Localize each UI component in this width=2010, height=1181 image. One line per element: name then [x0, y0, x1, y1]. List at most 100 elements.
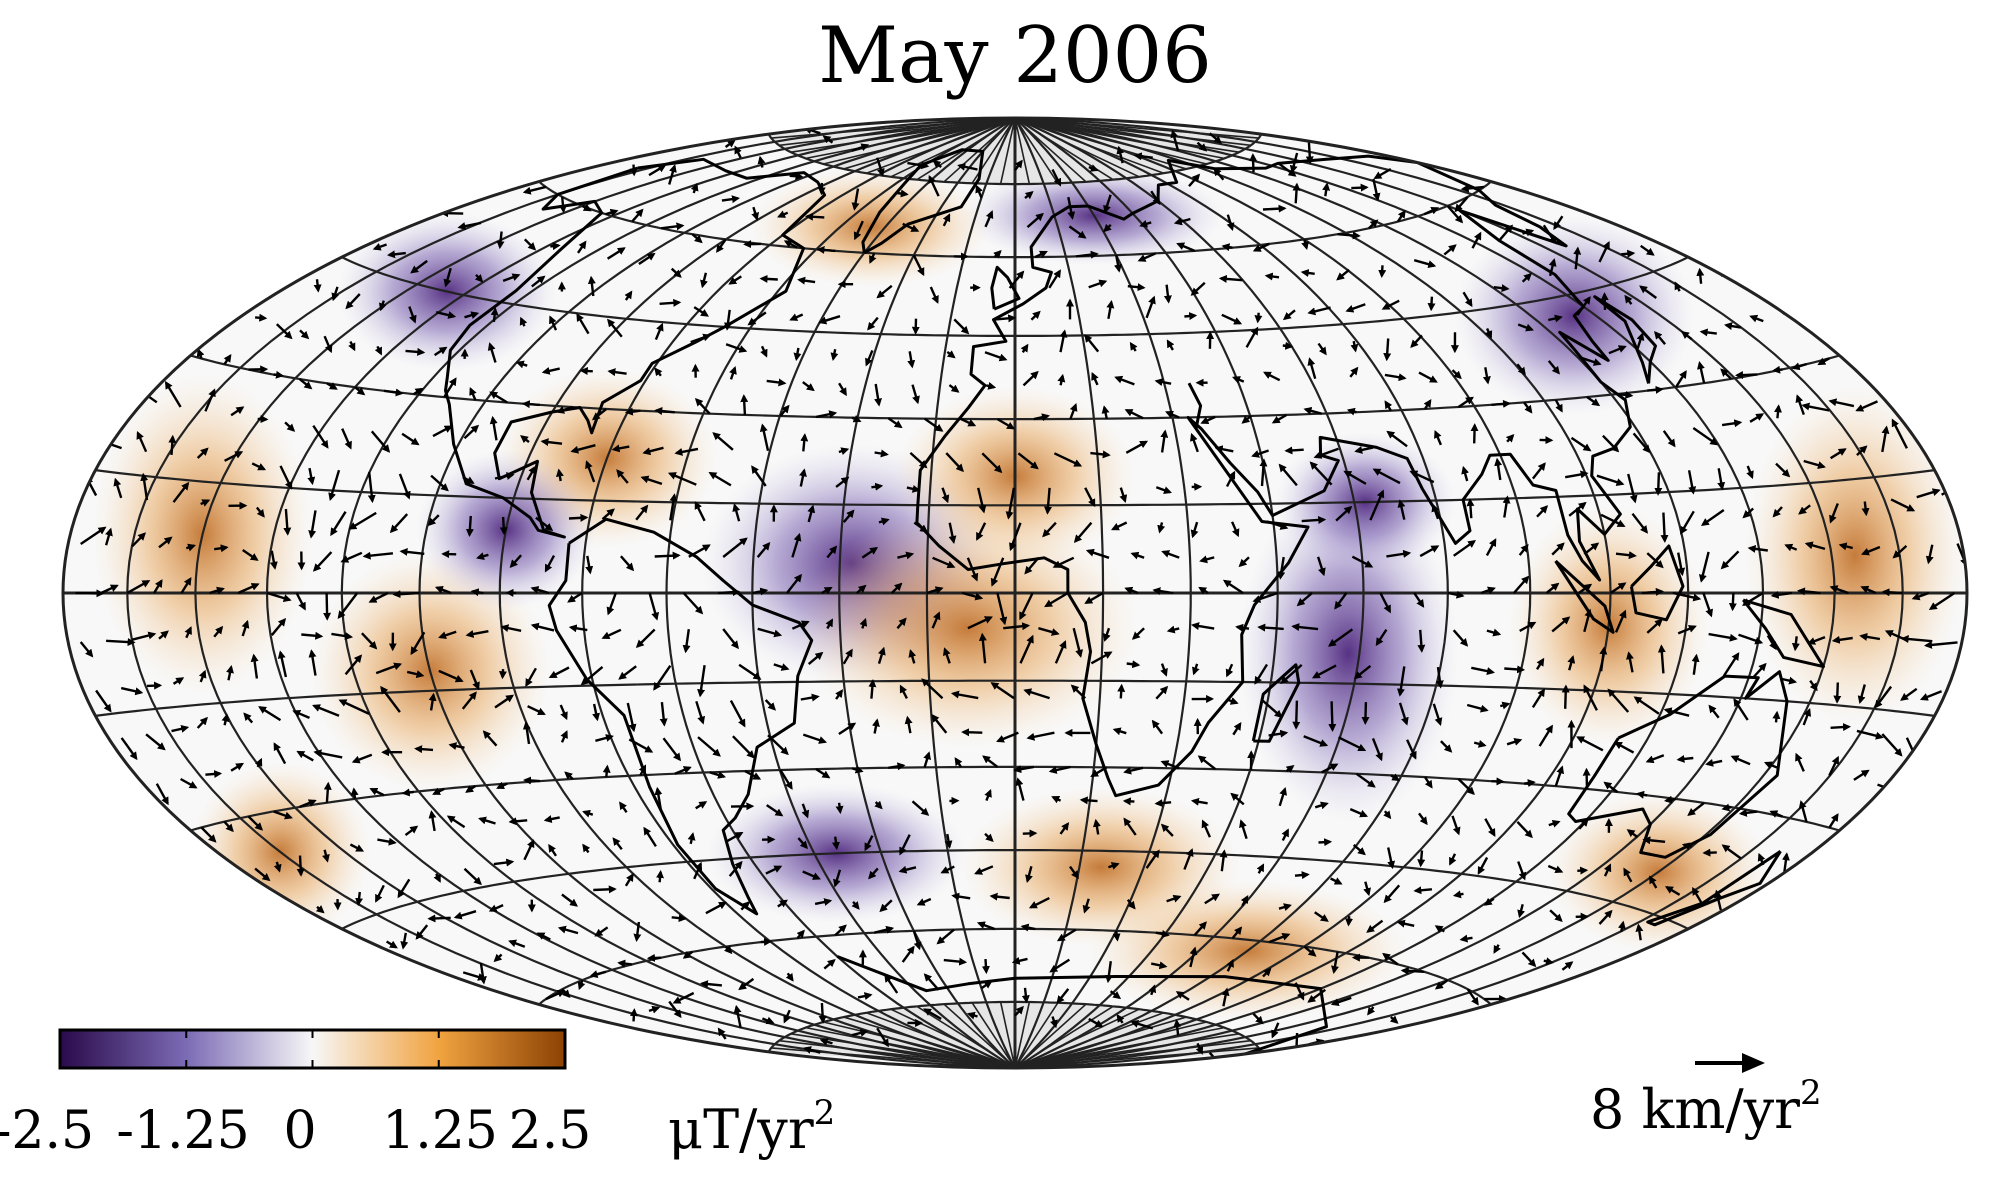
flow-arrow [833, 869, 842, 888]
flow-arrow [1303, 407, 1323, 415]
flow-arrow [591, 408, 608, 421]
flow-arrow [430, 474, 449, 492]
flow-arrow [1471, 231, 1482, 249]
flow-arrow [1738, 633, 1764, 645]
flow-arrow [499, 516, 508, 536]
cap-meridian [779, 118, 1016, 147]
flow-arrow [405, 347, 426, 356]
flow-arrow [646, 953, 662, 962]
flow-arrow [923, 417, 944, 432]
flow-arrow [349, 843, 365, 852]
flow-arrow [100, 584, 119, 595]
flow-arrow [1271, 1022, 1280, 1039]
flow-arrow [1049, 958, 1071, 973]
flow-arrow [908, 649, 917, 664]
flow-arrow [897, 551, 915, 560]
flow-arrow [254, 867, 271, 882]
coastline-borneo [1629, 544, 1685, 622]
flow-arrow [1278, 903, 1292, 911]
flow-arrow [1241, 415, 1252, 424]
flow-arrow [1763, 761, 1778, 769]
cap-meridian [1014, 1002, 1059, 1068]
flow-arrow [196, 348, 205, 359]
flow-arrow [654, 367, 663, 377]
flow-arrow [1150, 961, 1168, 970]
flow-arrow [1252, 1012, 1264, 1025]
flow-arrow [1801, 402, 1830, 412]
flow-arrow [1599, 646, 1608, 672]
colorbar-tick-label: -2.5 [0, 1101, 94, 1161]
flow-arrow [1423, 399, 1432, 410]
flow-arrow [1384, 400, 1393, 412]
flow-arrow [1067, 196, 1076, 220]
flow-arrow [1225, 470, 1236, 488]
flow-arrow [628, 738, 654, 753]
cap-meridian [779, 1039, 1016, 1068]
flow-arrow [799, 468, 807, 487]
flow-arrow [1432, 703, 1443, 727]
flow-arrow [1636, 332, 1645, 350]
coastline-japan [1593, 295, 1657, 384]
flow-arrow [522, 721, 531, 745]
flow-arrow [1517, 861, 1527, 881]
flow-arrow [1554, 765, 1564, 787]
flow-arrow [523, 238, 537, 251]
flow-arrow [1069, 403, 1078, 420]
flow-arrow [1434, 925, 1445, 933]
cap-meridian [771, 118, 1016, 139]
cap-meridian [971, 1002, 1016, 1068]
flow-arrow [1200, 415, 1216, 424]
flow-arrow [385, 940, 398, 949]
flow-arrow [996, 418, 1016, 430]
flow-arrow [1161, 550, 1180, 559]
flow-arrow [697, 665, 706, 698]
flow-arrow [865, 349, 874, 367]
flow-arrow [1713, 889, 1722, 911]
flow-arrow [1521, 951, 1537, 968]
flow-arrow [1516, 363, 1526, 376]
flow-arrow [1567, 655, 1576, 671]
flow-arrow [434, 585, 452, 595]
flow-arrow [1231, 521, 1240, 538]
flow-arrow [876, 157, 885, 177]
cap-meridian [943, 1003, 1016, 1068]
flow-arrow [1213, 167, 1225, 181]
flow-arrow [1795, 394, 1805, 415]
flow-arrow [1423, 207, 1440, 216]
flow-arrow [1573, 246, 1582, 270]
flow-arrow [1928, 591, 1956, 611]
flow-arrow [1191, 622, 1215, 631]
flow-arrow [807, 651, 824, 666]
flow-arrow [1038, 627, 1060, 636]
flow-arrow [372, 243, 388, 251]
flow-arrow [1155, 486, 1172, 494]
flow-arrow [1292, 1032, 1301, 1055]
flow-arrow [1621, 249, 1636, 258]
flow-arrow [1222, 579, 1244, 595]
flow-arrow [1519, 621, 1537, 632]
coastline-antarctica-edge [836, 955, 1328, 1056]
flow-arrow [942, 647, 951, 664]
flow-arrow [1262, 967, 1272, 978]
flow-arrow [1070, 684, 1087, 700]
flow-arrow [1473, 739, 1487, 748]
flow-arrow [530, 622, 555, 632]
coastline-greenland [861, 148, 985, 255]
flow-arrow [1692, 427, 1719, 446]
flow-arrow [1020, 923, 1036, 932]
flow-arrow [902, 222, 920, 232]
flow-arrow [869, 252, 877, 264]
flow-arrow [1662, 430, 1676, 448]
flow-arrow [1460, 184, 1485, 193]
meridian-line [1014, 118, 1690, 1068]
cap-meridian [890, 118, 1016, 178]
flow-arrow [1624, 294, 1633, 305]
flow-arrow [1129, 341, 1138, 352]
flow-arrow [1160, 823, 1174, 837]
flow-arrow [932, 160, 942, 169]
flow-arrow [1749, 314, 1764, 323]
flow-arrow [558, 196, 567, 214]
flow-arrow [1577, 866, 1589, 875]
flow-arrow [835, 802, 844, 815]
flow-arrow [789, 172, 804, 181]
